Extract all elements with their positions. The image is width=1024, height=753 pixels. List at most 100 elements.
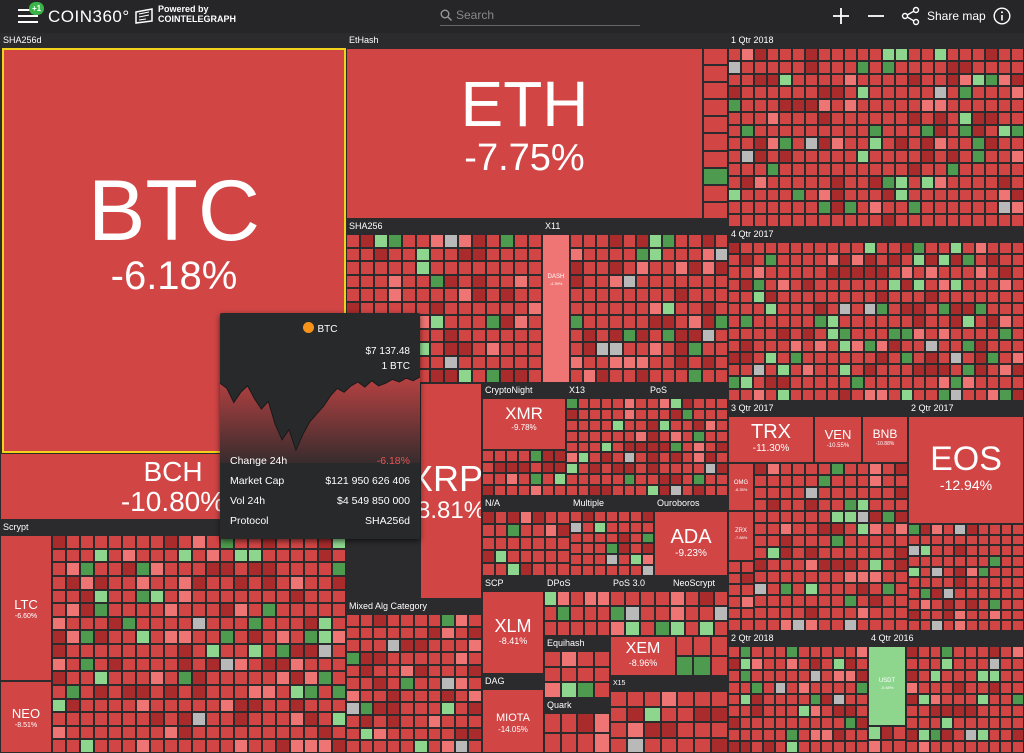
coin-cell[interactable] [754,619,767,631]
coin-tile-xrp[interactable]: XRP -8.81% [420,383,482,599]
coin-cell[interactable] [593,666,610,683]
coin-cell[interactable] [468,727,482,741]
coin-cell[interactable] [933,175,947,189]
coin-cell[interactable] [882,571,896,583]
coin-cell[interactable] [583,342,597,356]
coin-cell[interactable] [942,556,955,567]
coin-cell[interactable] [949,351,963,365]
coin-cell[interactable] [946,137,960,151]
coin-cell[interactable] [94,535,108,549]
coin-cell[interactable] [965,609,978,621]
coin-cell[interactable] [441,626,455,640]
coin-cell[interactable] [276,698,290,713]
coin-cell[interactable] [856,511,870,523]
coin-cell[interactable] [818,150,831,164]
coin-cell[interactable] [714,342,728,356]
coin-cell[interactable] [838,376,852,389]
coin-cell[interactable] [766,499,780,511]
coin-cell[interactable] [869,201,883,215]
coin-cell[interactable] [647,419,659,431]
coin-cell[interactable] [801,303,815,316]
coin-cell[interactable] [801,388,815,401]
coin-cell[interactable] [809,705,822,718]
coin-cell[interactable] [635,234,649,248]
coin-cell[interactable] [594,554,606,566]
coin-cell[interactable] [630,565,642,576]
coin-cell[interactable] [818,475,831,487]
coin-cell[interactable] [888,351,901,365]
coin-cell[interactable] [830,499,844,511]
coin-cell[interactable] [959,201,973,215]
coin-cell[interactable] [704,441,717,453]
coin-cell[interactable] [1000,609,1013,621]
coin-cell[interactable] [557,511,570,524]
coin-cell[interactable] [206,671,220,685]
coin-cell[interactable] [906,693,918,706]
coin-cell[interactable] [583,247,597,262]
coin-cell[interactable] [779,124,793,138]
coin-cell[interactable] [919,620,932,631]
coin-cell[interactable] [728,290,741,304]
coin-cell[interactable] [875,351,889,365]
coin-cell[interactable] [895,595,908,607]
coin-cell[interactable] [454,702,469,715]
coin-cell[interactable] [482,563,495,576]
coin-cell[interactable] [670,485,682,496]
coin-cell[interactable] [441,614,455,627]
coin-cell[interactable] [937,303,950,316]
coin-cell[interactable] [777,242,790,255]
coin-cell[interactable] [346,689,360,703]
coin-cell[interactable] [122,548,136,563]
coin-cell[interactable] [917,693,930,706]
coin-cell[interactable] [830,163,844,176]
coin-cell[interactable] [566,441,578,453]
coin-cell[interactable] [789,254,802,267]
coin-cell[interactable] [454,639,469,652]
coin-cell[interactable] [908,598,920,610]
coin-cell[interactable] [931,598,943,610]
coin-cell[interactable] [122,739,136,753]
coin-cell[interactable] [570,274,584,289]
coin-cell[interactable] [863,388,876,401]
coin-cell[interactable] [192,575,206,590]
coin-cell[interactable] [762,741,775,753]
coin-cell[interactable] [895,60,909,74]
coin-cell[interactable] [830,124,844,138]
coin-cell[interactable] [801,327,815,340]
coin-cell[interactable] [762,693,775,706]
coin-cell[interactable] [739,669,752,682]
coin-cell[interactable] [600,398,613,409]
coin-cell[interactable] [925,290,938,304]
coin-cell[interactable] [814,364,827,377]
coin-cell[interactable] [704,474,717,485]
coin-cell[interactable] [789,278,802,291]
coin-cell[interactable] [882,111,896,125]
coin-cell[interactable] [949,278,963,291]
coin-cell[interactable] [920,48,934,61]
coin-cell[interactable] [752,242,765,255]
coin-cell[interactable] [662,315,676,329]
coin-cell[interactable] [400,702,414,715]
coin-cell[interactable] [986,339,1000,352]
coin-cell[interactable] [1010,201,1024,215]
coin-cell[interactable] [178,575,192,590]
coin-cell[interactable] [612,452,624,464]
coin-cell[interactable] [630,543,642,555]
coin-cell[interactable] [150,671,164,685]
coin-cell[interactable] [482,550,495,563]
coin-cell[interactable] [988,741,1001,753]
coin-cell[interactable] [814,351,827,365]
coin-cell[interactable] [933,163,947,176]
coin-cell[interactable] [677,691,695,707]
coin-cell[interactable] [1011,290,1024,304]
coin-cell[interactable] [933,201,947,215]
coin-cell[interactable] [843,201,857,215]
coin-cell[interactable] [933,188,947,202]
coin-cell[interactable] [838,315,852,328]
coin-cell[interactable] [304,630,318,644]
coin-cell[interactable] [248,671,262,685]
coin-cell[interactable] [974,364,987,377]
coin-cell[interactable] [482,524,495,537]
coin-cell[interactable] [441,689,455,703]
coin-cell[interactable] [472,369,486,383]
